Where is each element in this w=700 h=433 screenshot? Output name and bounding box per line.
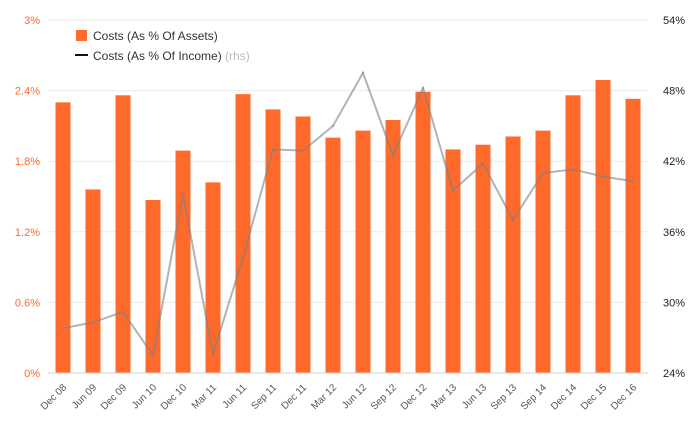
bar-dec-15 xyxy=(595,80,611,373)
x-tick-label: Jun 10 xyxy=(130,382,159,411)
bar-dec-16 xyxy=(625,98,641,373)
line-point-jun-13 xyxy=(481,162,485,165)
line-point-jun-12 xyxy=(361,71,365,75)
bar-sep-11 xyxy=(265,109,281,373)
bar-dec-10 xyxy=(175,150,191,373)
x-tick-label: Sep 12 xyxy=(369,382,399,412)
y-right-tick-label: 30% xyxy=(663,297,685,309)
x-tick-label: Sep 11 xyxy=(249,382,279,412)
y-left-tick-label: 0.6% xyxy=(15,297,40,309)
y-left-tick-label: 3% xyxy=(24,15,40,27)
y-right-tick-label: 48% xyxy=(663,86,685,98)
y-right-tick-label: 54% xyxy=(663,15,685,27)
bar-jun-09 xyxy=(85,189,101,373)
x-tick-label: Jun 09 xyxy=(70,382,99,411)
line-series-costs-income xyxy=(62,70,634,358)
y-left-tick-label: 2.4% xyxy=(15,86,40,98)
y-right-tick-label: 36% xyxy=(663,227,685,239)
bar-jun-13 xyxy=(475,144,491,373)
y-right-tick-label: 42% xyxy=(663,156,685,168)
bar-dec-09 xyxy=(115,95,131,373)
x-tick-label: Dec 09 xyxy=(99,382,129,412)
x-tick-label: Dec 16 xyxy=(609,382,639,412)
line-point-jun-11 xyxy=(241,256,245,259)
line-point-dec-12 xyxy=(421,87,425,90)
x-tick-label: Sep 13 xyxy=(489,382,519,412)
bar-dec-08 xyxy=(55,102,71,373)
y-left-tick-label: 1.8% xyxy=(15,156,40,168)
bar-mar-13 xyxy=(445,149,461,373)
legend-label-assets: Costs (As % Of Assets) xyxy=(93,29,218,43)
x-tick-label: Dec 15 xyxy=(579,382,609,412)
x-tick-label: Jun 13 xyxy=(460,382,489,411)
line-point-mar-12 xyxy=(331,124,335,128)
x-tick-label: Mar 11 xyxy=(190,382,220,412)
bar-jun-12 xyxy=(355,130,371,373)
line-point-dec-14 xyxy=(571,168,575,171)
line-point-dec-10 xyxy=(181,192,185,196)
bar-jun-10 xyxy=(145,200,161,373)
x-tick-label: Dec 11 xyxy=(279,382,309,412)
x-tick-label: Jun 12 xyxy=(340,382,369,411)
line-point-jun-09 xyxy=(91,321,95,324)
y-right-tick-label: 24% xyxy=(663,368,685,380)
x-tick-label: Sep 14 xyxy=(519,382,549,412)
line-point-dec-15 xyxy=(601,175,605,178)
bar-dec-12 xyxy=(415,91,431,373)
line-point-dec-16 xyxy=(631,180,635,183)
line-point-sep-11 xyxy=(271,148,275,151)
bar-sep-12 xyxy=(385,120,401,374)
line-point-dec-09 xyxy=(121,310,125,314)
x-tick-label: Dec 08 xyxy=(39,382,69,412)
line-point-sep-14 xyxy=(541,171,545,175)
x-tick-label: Mar 12 xyxy=(309,382,339,412)
line-point-sep-12 xyxy=(391,154,395,157)
bar-mar-11 xyxy=(205,182,221,373)
bar-jun-11 xyxy=(235,94,251,373)
line-point-mar-13 xyxy=(451,189,455,192)
x-tick-label: Jun 11 xyxy=(221,382,250,411)
line-point-sep-13 xyxy=(511,218,515,222)
bar-sep-14 xyxy=(535,130,551,373)
line-point-dec-08 xyxy=(61,327,65,330)
y-left-tick-label: 0% xyxy=(24,368,40,380)
legend-label-income: Costs (As % Of Income) (rhs) xyxy=(93,49,250,63)
x-tick-label: Dec 10 xyxy=(159,382,189,412)
bar-dec-14 xyxy=(565,95,581,373)
bar-dec-11 xyxy=(295,116,311,373)
line-point-mar-11 xyxy=(211,352,215,356)
x-tick-label: Mar 13 xyxy=(429,382,459,412)
line-point-dec-11 xyxy=(301,149,305,152)
legend-swatch-assets xyxy=(76,30,87,41)
bar-mar-12 xyxy=(325,137,341,373)
x-tick-label: Dec 12 xyxy=(399,382,429,412)
legend-note-rhs: (rhs) xyxy=(225,49,250,63)
x-tick-label: Dec 14 xyxy=(549,382,579,412)
y-left-tick-label: 1.2% xyxy=(15,227,40,239)
bar-sep-13 xyxy=(505,136,521,373)
line-point-jun-10 xyxy=(151,354,155,357)
